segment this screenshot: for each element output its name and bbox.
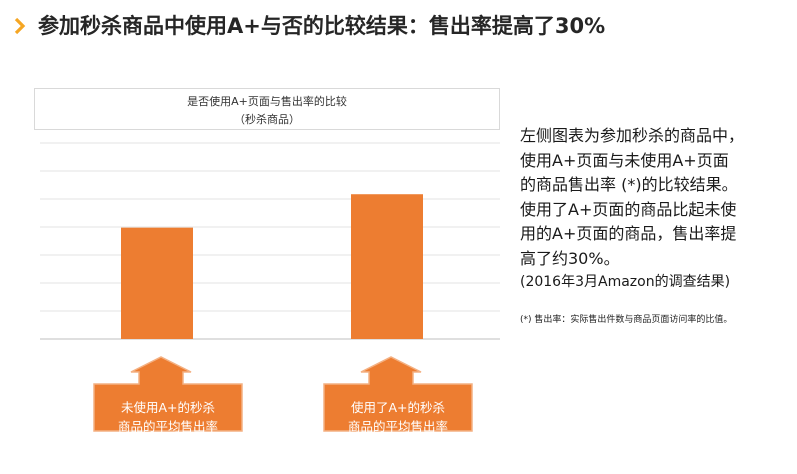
callout-label-line1: 未使用A+的秒杀 — [120, 400, 216, 415]
callout-label-line2: 商品的平均售出率 — [117, 419, 218, 434]
callout-no-aplus: 未使用A+的秒杀 商品的平均售出率 — [93, 356, 243, 434]
callout-with-aplus: 使用了A+的秒杀 商品的平均售出率 — [323, 356, 473, 434]
description-line: 用的A+页面的商品，售出率提 — [520, 224, 737, 243]
bar-1 — [351, 194, 423, 339]
description-line: 左侧图表为参加秒杀的商品中， — [520, 126, 745, 145]
chart-title-box: 是否使用A+页面与售出率的比较 （秒杀商品） — [34, 88, 500, 130]
callout-label: 使用了A+的秒杀 商品的平均售出率 — [323, 398, 473, 436]
footnote: (*) 售出率：实际售出件数与商品页面访问率的比值。 — [520, 315, 733, 325]
chart-title: 是否使用A+页面与售出率的比较 — [187, 95, 347, 108]
callout-arrow-shape — [323, 356, 473, 432]
callout-label-line1: 使用了A+的秒杀 — [350, 400, 446, 415]
callout-arrow-shape — [93, 356, 243, 432]
bar-0 — [121, 227, 193, 339]
callout-label: 未使用A+的秒杀 商品的平均售出率 — [93, 398, 243, 436]
callout-label-line2: 商品的平均售出率 — [347, 419, 448, 434]
source-note: (2016年3月Amazon的调查结果) — [520, 274, 731, 290]
chart-subtitle: （秒杀商品） — [234, 113, 300, 126]
description-line: 使用A+页面与未使用A+页面 — [520, 150, 729, 170]
chevron-right-icon — [14, 17, 26, 35]
page-title: 参加秒杀商品中使用A+与否的比较结果：售出率提高了30% — [38, 14, 606, 38]
description-line: 的商品售出率 (*)的比较结果。 — [520, 175, 738, 194]
description-line: 使用了A+页面的商品比起未使 — [520, 199, 737, 219]
description-text: 左侧图表为参加秒杀的商品中， 使用A+页面与未使用A+页面 的商品售出率 (*)… — [520, 124, 790, 293]
description-line: 高了约30%。 — [520, 248, 620, 268]
